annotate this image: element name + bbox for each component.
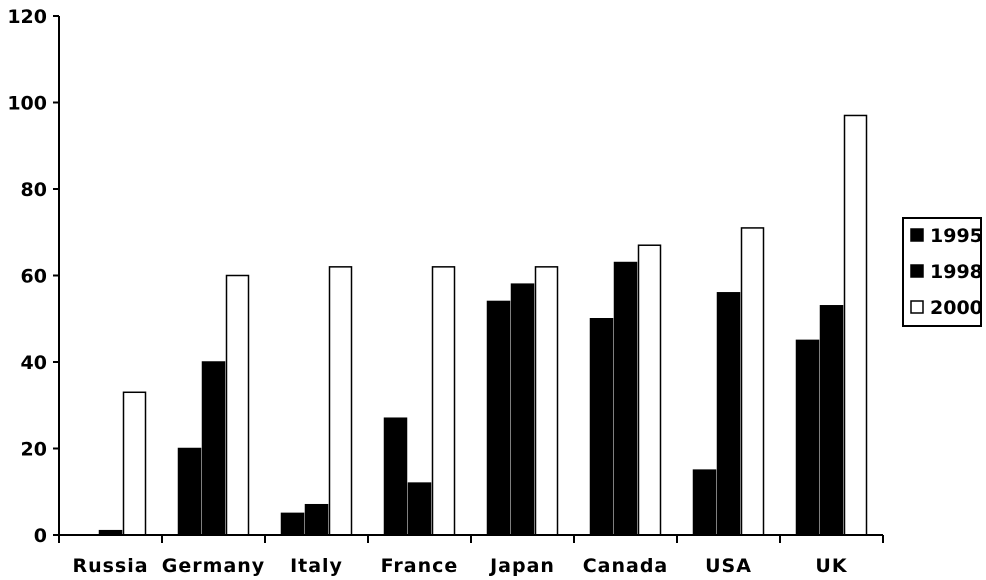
legend: 1995 1998 2000 [902, 217, 983, 327]
plot-area [98, 114, 868, 536]
bar-2000-germany [225, 274, 250, 536]
x-category-label: Germany [162, 555, 265, 577]
bar-1995-uk [795, 339, 820, 536]
x-category-label: France [381, 555, 459, 577]
x-category-label: Canada [583, 555, 669, 577]
bar-1998-france [407, 482, 432, 536]
x-category-label: USA [705, 555, 752, 577]
legend-label: 2000 [930, 297, 983, 319]
bar-1998-germany [201, 361, 226, 536]
legend-swatch [910, 300, 924, 314]
x-axis: Russia Germany Italy France Japan Canada USA UK [58, 534, 884, 577]
y-tick-label: 0 [34, 525, 47, 547]
bar-1995-japan [486, 300, 511, 536]
bar-1998-uk [819, 305, 844, 536]
bar-1995-usa [692, 469, 717, 536]
x-category-label: Italy [290, 555, 343, 577]
legend-label: 1998 [930, 261, 983, 283]
y-tick-label: 100 [7, 93, 47, 115]
y-axis: 0 20 40 60 80 100 120 [7, 6, 60, 547]
bar-1998-japan [510, 283, 535, 536]
bar-1995-france [383, 417, 408, 536]
x-category-label: Russia [72, 555, 148, 577]
bar-1995-germany [177, 447, 202, 536]
bar-1995-canada [589, 318, 614, 536]
bar-2000-canada [637, 244, 662, 536]
bar-2000-italy [328, 266, 353, 536]
x-category-label: Japan [488, 555, 555, 577]
bar-2000-usa [740, 227, 765, 536]
bar-2000-france [431, 266, 456, 536]
y-tick-label: 80 [21, 179, 47, 201]
y-tick-label: 20 [21, 439, 47, 461]
bar-1995-italy [280, 512, 305, 536]
legend-swatch [910, 264, 924, 278]
y-tick-label: 120 [7, 6, 47, 28]
legend-swatch [910, 228, 924, 242]
legend-label: 1995 [930, 225, 983, 247]
bar-1998-italy [304, 503, 329, 536]
bar-1998-canada [613, 261, 638, 536]
bar-2000-japan [534, 266, 559, 536]
x-category-label: UK [815, 555, 847, 577]
y-tick-label: 60 [21, 266, 47, 288]
bar-2000-uk [843, 114, 868, 536]
bar-1998-usa [716, 292, 741, 536]
y-tick-label: 40 [21, 352, 47, 374]
bar-2000-russia [122, 391, 147, 536]
